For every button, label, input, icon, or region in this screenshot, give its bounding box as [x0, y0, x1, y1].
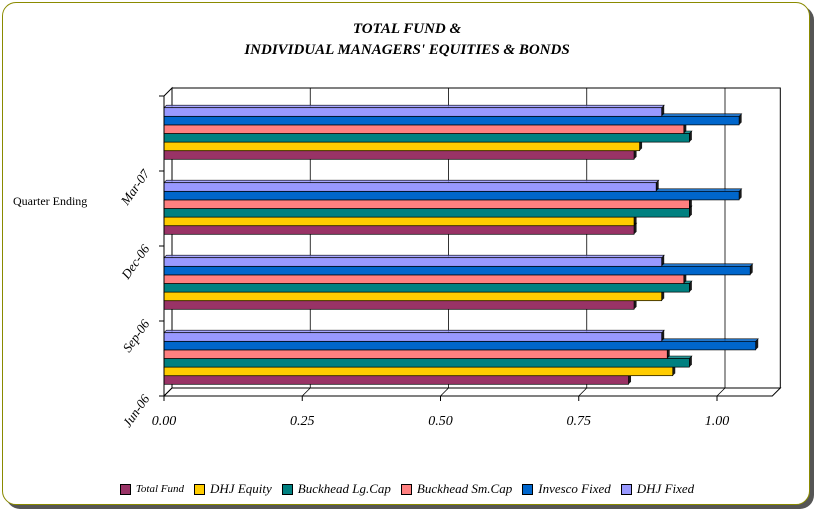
plot-floor	[162, 387, 782, 397]
legend-item: Invesco Fixed	[522, 481, 611, 497]
bar-side-face	[689, 281, 692, 293]
x-tick-label: 0.00	[152, 414, 177, 429]
bar-top-face	[163, 254, 665, 259]
bar-top-face	[163, 179, 660, 183]
x-gridline-depth	[301, 387, 311, 397]
legend-label: DHJ Fixed	[636, 481, 695, 496]
legend-item: DHJ Equity	[194, 481, 272, 497]
bar	[163, 375, 629, 385]
bar	[163, 199, 690, 209]
bar	[163, 265, 751, 276]
legend-swatch	[194, 483, 206, 495]
bar	[163, 208, 690, 218]
bar-side-face	[661, 105, 665, 117]
legend-label: Buckhead Lg.Cap	[297, 481, 391, 496]
chart-title-line-1: TOTAL FUND &	[352, 21, 462, 37]
bar	[163, 115, 740, 126]
bar-side-face	[739, 188, 742, 200]
bar	[163, 150, 635, 160]
bar	[163, 124, 685, 134]
legend-swatch	[522, 483, 534, 495]
chart-title-line-2: INDIVIDUAL MANAGERS' EQUITIES & BONDS	[244, 42, 570, 58]
x-tick-label: 1.00	[705, 414, 730, 429]
bar	[163, 216, 635, 227]
legend-label: DHJ Equity	[210, 481, 272, 496]
bar	[163, 300, 635, 310]
legend-label: Buckhead Sm.Cap	[416, 481, 513, 496]
bar	[163, 257, 663, 267]
bar	[163, 107, 663, 117]
legend-swatch	[119, 483, 131, 495]
bar	[163, 349, 668, 359]
bar-top-face	[163, 104, 665, 108]
bar	[163, 274, 685, 284]
category-label: Sep-06	[119, 316, 152, 355]
bar	[163, 182, 657, 192]
x-gridline-depth	[440, 387, 449, 397]
category-label: Mar-07	[117, 166, 153, 208]
bar	[163, 340, 757, 351]
x-gridline-depth	[578, 387, 588, 397]
bar-side-face	[689, 206, 692, 218]
bar	[163, 366, 674, 377]
bar-side-face	[750, 263, 753, 275]
x-gridline-depth	[163, 387, 173, 397]
legend-swatch	[620, 483, 632, 495]
bar	[163, 332, 663, 342]
bar	[163, 358, 690, 368]
bar	[163, 133, 690, 143]
bar	[163, 291, 663, 302]
x-tick-label: 0.25	[290, 414, 315, 429]
bar-side-face	[689, 131, 692, 143]
bar	[163, 225, 635, 235]
y-axis-label: Quarter Ending	[13, 194, 88, 208]
category-label: Dec-06	[118, 241, 153, 282]
legend-label: Invesco Fixed	[538, 481, 611, 496]
category-label: Jun-06	[119, 391, 152, 430]
bar-side-face	[755, 338, 759, 350]
legend-swatch	[281, 483, 293, 495]
chart-legend: Total Fund DHJ Equity Buckhead Lg.Cap Buckh…	[0, 481, 814, 497]
bar-top-face	[163, 329, 665, 334]
bar-side-face	[656, 180, 659, 192]
bar-side-face	[661, 330, 665, 342]
x-gridline-depth	[716, 387, 726, 397]
legend-swatch	[400, 483, 412, 495]
legend-item: DHJ Fixed	[620, 481, 695, 497]
x-tick-label: 0.75	[567, 414, 592, 429]
bar	[163, 190, 740, 201]
legend-item: Total Fund	[119, 483, 185, 495]
legend-item: Buckhead Sm.Cap	[400, 481, 513, 497]
bar-side-face	[689, 356, 692, 368]
bar-side-face	[661, 255, 665, 267]
legend-label: Total Fund	[135, 483, 185, 495]
legend-item: Buckhead Lg.Cap	[281, 481, 391, 497]
bar	[163, 283, 690, 293]
bar-side-face	[739, 113, 742, 125]
bar	[163, 141, 640, 152]
bar-side-face	[634, 223, 637, 235]
x-tick-label: 0.50	[428, 414, 453, 429]
